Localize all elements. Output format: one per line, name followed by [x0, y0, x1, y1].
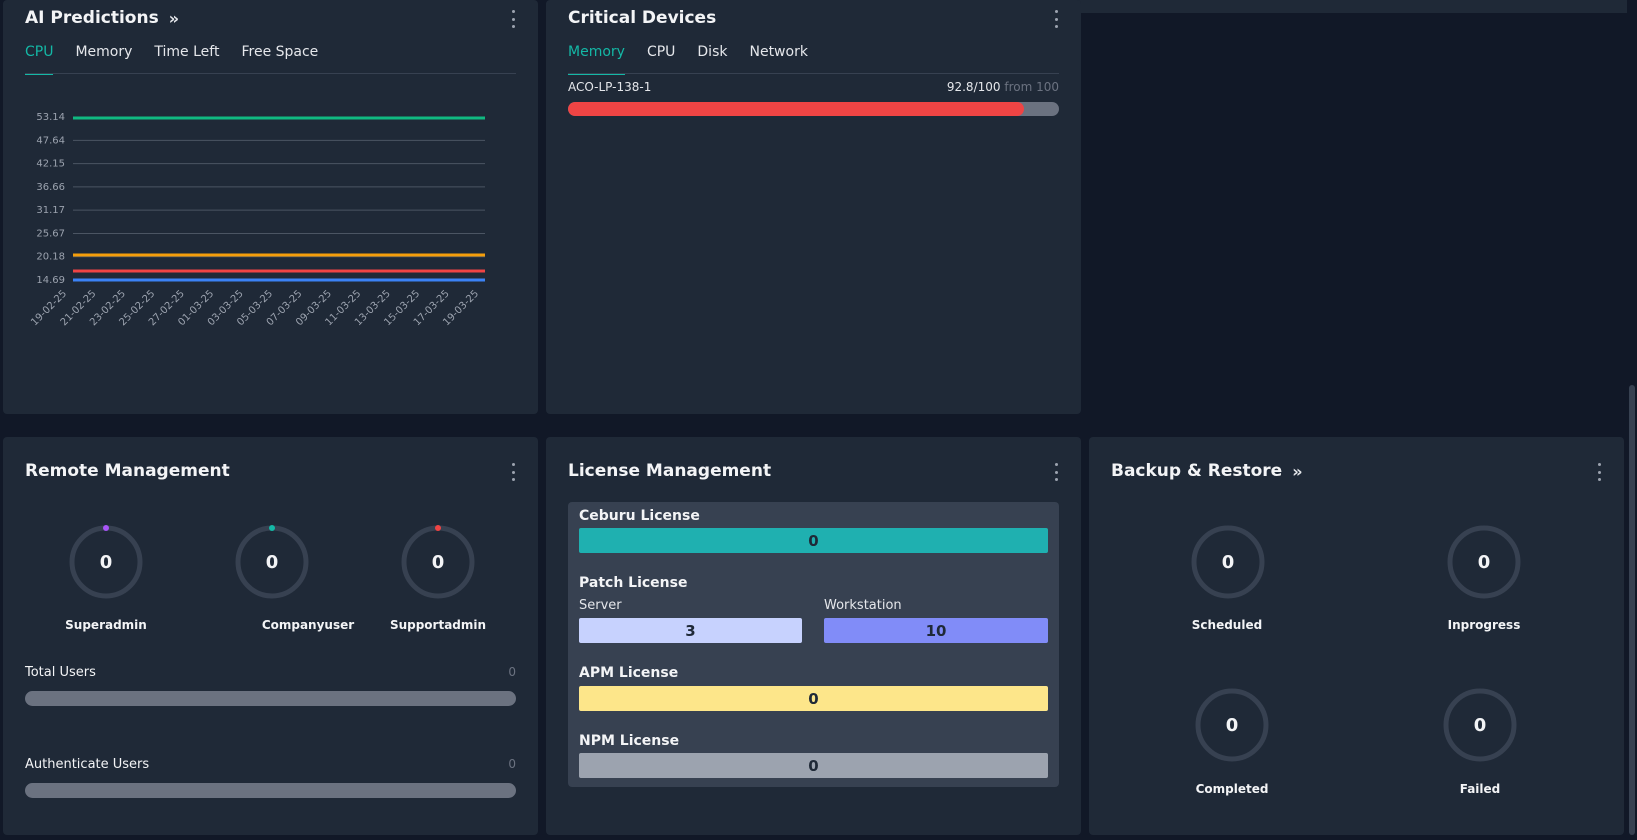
gauge-superadmin: 0 [69, 525, 143, 599]
more-options-icon[interactable] [510, 463, 516, 481]
authenticate-users-bar [25, 783, 516, 798]
gauge-marker [103, 525, 109, 531]
critical-devices-tabs: Memory CPU Disk Network [568, 40, 1059, 75]
gauge-label-superadmin: Superadmin [65, 618, 147, 632]
ai-predictions-title[interactable]: AI Predictions » [25, 8, 179, 28]
ceburu-license-bar: 0 [579, 528, 1048, 553]
more-options-icon[interactable] [1053, 463, 1059, 481]
ceburu-license-title: Ceburu License [579, 508, 700, 524]
backup-restore-title-text: Backup & Restore [1111, 461, 1283, 481]
gauge-failed: 0 [1443, 688, 1517, 762]
y-tick-label: 14.69 [36, 275, 65, 286]
gauge-value: 0 [1477, 551, 1491, 573]
authenticate-users-count: 0 [508, 757, 516, 771]
y-tick-label: 53.14 [36, 112, 65, 123]
critical-devices-card: Critical Devices Memory CPU Disk Network… [546, 0, 1081, 414]
backup-restore-card: Backup & Restore » 0 Scheduled 0 Inprogr… [1089, 437, 1624, 835]
double-chevron-right-icon[interactable]: » [1292, 461, 1303, 481]
critical-devices-title: Critical Devices [568, 8, 717, 28]
device-value: 92.8/100 from 100 [947, 80, 1059, 94]
patch-server-value: 3 [685, 621, 696, 640]
ai-predictions-chart: 53.14 47.64 42.15 36.66 31.17 25.67 20.18 14.69… [29, 112, 485, 328]
y-tick-label: 25.67 [36, 228, 65, 239]
tab-disk[interactable]: Disk [697, 44, 728, 60]
tab-network[interactable]: Network [749, 44, 808, 60]
more-options-icon[interactable] [510, 10, 516, 28]
device-usage: 92.8/100 [946, 80, 1001, 94]
license-management-title: License Management [568, 461, 772, 481]
top-strip [1040, 0, 1637, 13]
tab-free-space[interactable]: Free Space [241, 44, 319, 60]
patch-server-bar: 3 [579, 618, 802, 643]
gauge-label-completed: Completed [1195, 782, 1269, 796]
gauge-value: 0 [431, 551, 445, 573]
ai-predictions-title-text: AI Predictions [25, 8, 159, 28]
gauge-value: 0 [1221, 551, 1235, 573]
scrollbar-thumb[interactable] [1629, 385, 1635, 835]
gauge-label-supportadmin: Supportadmin [389, 618, 487, 632]
y-tick-label: 20.18 [36, 252, 65, 263]
gauge-label-inprogress: Inprogress [1447, 618, 1521, 632]
license-box: Ceburu License 0 Patch License Server Wo… [568, 502, 1059, 787]
gauge-label-companyuser: Companyuser [261, 618, 355, 632]
gauge-label-scheduled: Scheduled [1191, 618, 1263, 632]
authenticate-users-label: Authenticate Users [25, 757, 150, 772]
total-users-label: Total Users [25, 665, 96, 680]
tab-time-left[interactable]: Time Left [154, 44, 220, 60]
gauge-label-failed: Failed [1459, 782, 1501, 796]
gauge-value: 0 [1225, 714, 1239, 736]
npm-license-value: 0 [808, 756, 819, 775]
gauge-marker [269, 525, 275, 531]
gauge-supportadmin: 0 [401, 525, 475, 599]
double-chevron-right-icon[interactable]: » [168, 8, 180, 28]
y-tick-label: 31.17 [36, 205, 65, 216]
gauge-value: 0 [1473, 714, 1487, 736]
remote-management-title: Remote Management [25, 461, 230, 481]
more-options-icon[interactable] [1053, 10, 1059, 28]
patch-workstation-bar: 10 [824, 618, 1048, 643]
apm-license-bar: 0 [579, 686, 1048, 711]
remote-management-card: Remote Management 0 Superadmin 0 Company… [3, 437, 538, 835]
tab-cpu[interactable]: CPU [646, 44, 676, 60]
gauge-value: 0 [99, 551, 113, 573]
gauge-scheduled: 0 [1191, 525, 1265, 599]
total-users-bar [25, 691, 516, 706]
y-tick-label: 47.64 [36, 135, 65, 146]
backup-restore-title[interactable]: Backup & Restore » [1111, 461, 1303, 481]
tab-memory[interactable]: Memory [568, 40, 625, 75]
device-name: ACO-LP-138-1 [568, 80, 652, 94]
gauge-marker [435, 525, 441, 531]
ceburu-license-value: 0 [808, 531, 819, 550]
npm-license-title: NPM License [579, 733, 680, 749]
license-management-card: License Management Ceburu License 0 Patc… [546, 437, 1081, 835]
ai-predictions-card: AI Predictions » CPU Memory Time Left Fr… [3, 0, 538, 414]
npm-license-bar: 0 [579, 753, 1048, 778]
device-usage-fill [568, 102, 1024, 116]
apm-license-value: 0 [808, 689, 819, 708]
device-usage-bar [568, 102, 1059, 116]
device-from: from 100 [1004, 80, 1059, 94]
gauge-completed: 0 [1195, 688, 1269, 762]
patch-workstation-label: Workstation [824, 598, 902, 613]
scrollbar-track[interactable] [1627, 0, 1637, 840]
y-tick-label: 42.15 [36, 159, 65, 170]
y-tick-label: 36.66 [36, 182, 65, 193]
patch-license-title: Patch License [579, 575, 688, 591]
total-users-count: 0 [508, 665, 516, 679]
tab-cpu[interactable]: CPU [25, 40, 54, 75]
tab-memory[interactable]: Memory [75, 44, 133, 60]
apm-license-title: APM License [579, 665, 679, 681]
patch-server-label: Server [579, 598, 622, 613]
more-options-icon[interactable] [1596, 463, 1602, 481]
gauge-value: 0 [265, 551, 279, 573]
patch-workstation-value: 10 [925, 621, 947, 640]
gauge-inprogress: 0 [1447, 525, 1521, 599]
ai-predictions-tabs: CPU Memory Time Left Free Space [25, 40, 516, 75]
gauge-companyuser: 0 [235, 525, 309, 599]
